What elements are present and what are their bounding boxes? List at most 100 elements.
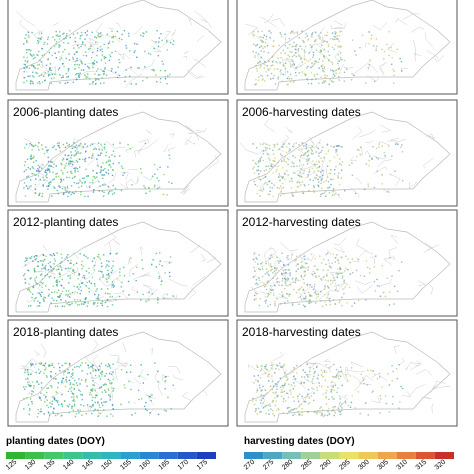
field-pixel (311, 33, 313, 35)
field-pixel (255, 408, 257, 410)
county-border (172, 374, 183, 381)
field-pixel (330, 365, 332, 368)
field-pixel (313, 283, 316, 285)
county-border (128, 257, 131, 265)
field-pixel (354, 192, 357, 195)
field-pixel (288, 295, 290, 297)
field-pixel (263, 50, 265, 53)
field-pixel (69, 30, 71, 32)
field-pixel (142, 79, 144, 82)
field-pixel (128, 380, 130, 383)
field-pixel (73, 396, 75, 398)
field-pixel (50, 47, 52, 50)
field-pixel (161, 39, 163, 42)
field-pixel (83, 254, 85, 257)
field-pixel (326, 389, 328, 392)
field-pixel (323, 192, 326, 194)
field-pixel (313, 392, 315, 394)
field-pixel (71, 191, 74, 194)
field-pixel (111, 304, 114, 306)
field-pixel (311, 295, 313, 297)
field-pixel (96, 288, 98, 290)
field-pixel (258, 61, 260, 64)
county-border (172, 294, 178, 301)
field-pixel (109, 253, 112, 255)
county-border (162, 373, 166, 382)
county-border (133, 149, 142, 158)
field-pixel (40, 274, 42, 276)
county-border (259, 290, 269, 295)
field-pixel (112, 265, 114, 267)
field-pixel (349, 406, 352, 408)
field-pixel (94, 389, 97, 392)
county-border (414, 52, 421, 62)
field-pixel (105, 372, 108, 375)
field-pixel (111, 154, 113, 156)
field-pixel (127, 143, 129, 146)
field-pixel (396, 377, 398, 380)
field-pixel (270, 65, 272, 67)
field-pixel (267, 52, 270, 54)
field-pixel (281, 385, 284, 387)
field-pixel (295, 165, 298, 167)
field-pixel (30, 255, 33, 258)
field-pixel (340, 164, 343, 166)
field-pixel (122, 167, 124, 170)
field-pixel (272, 149, 274, 152)
field-pixel (64, 48, 66, 51)
field-pixel (309, 44, 312, 46)
county-border (51, 150, 66, 164)
field-pixel (282, 386, 284, 389)
field-pixel (40, 399, 42, 401)
field-pixel (379, 412, 381, 414)
field-pixel (97, 296, 99, 298)
field-pixel (64, 258, 66, 260)
field-pixel (386, 43, 388, 46)
field-pixel (265, 365, 267, 368)
field-pixel (334, 44, 337, 46)
field-pixel (316, 167, 318, 169)
field-pixel (125, 69, 127, 71)
field-pixel (296, 255, 298, 257)
county-border (260, 16, 269, 23)
field-pixel (303, 381, 305, 384)
field-pixel (330, 391, 332, 393)
field-pixel (267, 294, 269, 297)
county-border (71, 43, 88, 49)
field-pixel (37, 265, 39, 267)
field-pixel (381, 173, 383, 176)
field-pixel (51, 161, 53, 164)
field-pixel (268, 293, 270, 295)
field-pixel (112, 284, 114, 286)
field-pixel (54, 187, 56, 190)
field-pixel (79, 72, 82, 74)
county-border (164, 30, 171, 40)
field-pixel (34, 259, 37, 261)
field-pixel (286, 146, 288, 148)
field-pixel (309, 302, 311, 304)
colorbar-tick: 135 (43, 459, 57, 472)
field-pixel (277, 394, 279, 397)
field-pixel (84, 143, 86, 145)
field-pixel (397, 143, 399, 146)
field-pixel (310, 152, 312, 154)
field-pixel (63, 38, 65, 40)
field-pixel (136, 56, 138, 58)
field-pixel (258, 267, 260, 270)
field-pixel (373, 266, 376, 268)
field-pixel (102, 384, 105, 386)
field-pixel (282, 143, 285, 146)
field-pixel (103, 70, 105, 73)
field-pixel (35, 160, 37, 162)
field-pixel (88, 267, 90, 270)
field-pixel (305, 152, 307, 154)
field-pixel (73, 400, 76, 402)
field-pixel (65, 34, 68, 37)
field-pixel (72, 33, 75, 36)
field-pixel (70, 185, 73, 187)
county-border (24, 359, 36, 369)
field-pixel (329, 172, 332, 175)
field-pixel (255, 52, 257, 54)
field-pixel (253, 252, 256, 254)
field-pixel (140, 364, 142, 366)
